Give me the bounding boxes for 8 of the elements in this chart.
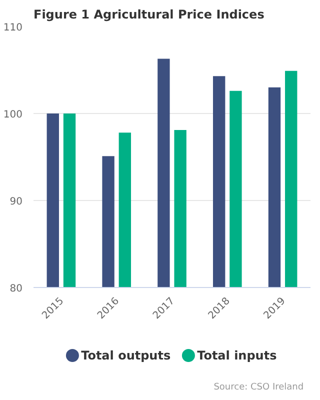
source-note: Source: CSO Ireland (214, 382, 304, 392)
y-tick-label: 90 (10, 196, 23, 208)
y-tick-label: 80 (10, 284, 23, 294)
chart-title: Figure 1 Agricultural Price Indices (34, 8, 264, 22)
y-tick-label: 100 (3, 110, 23, 120)
legend-label: Total outputs (81, 348, 171, 362)
y-tick-label: 110 (3, 22, 23, 34)
legend-label: Total inputs (197, 348, 277, 362)
